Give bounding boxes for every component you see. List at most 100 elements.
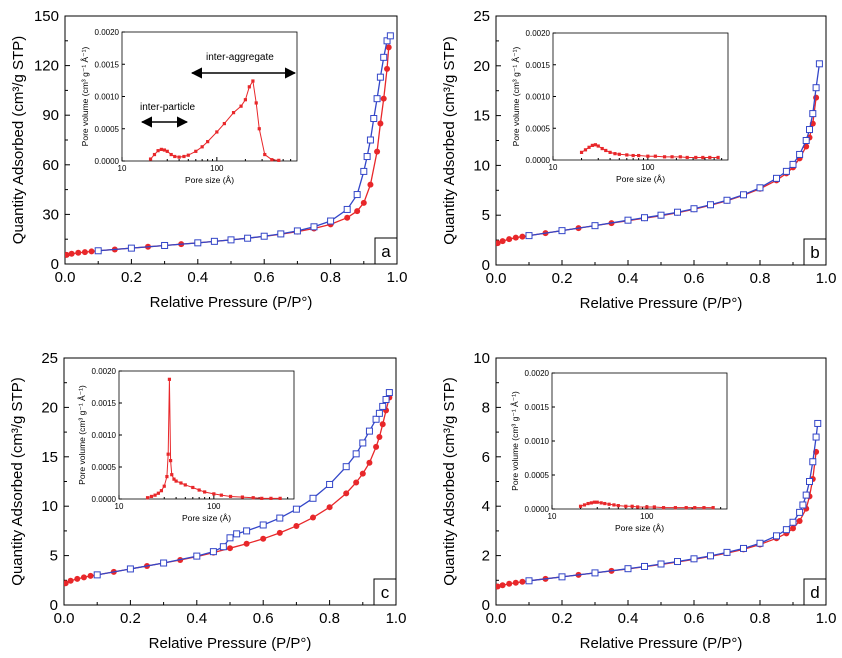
data-point-desorption — [386, 32, 394, 40]
inset-data-point — [693, 506, 697, 510]
data-point-adsorption — [519, 233, 526, 240]
inset-data-point — [593, 143, 598, 147]
inset-data-point — [228, 494, 233, 499]
x-axis-title: Relative Pressure (P/P°) — [150, 294, 313, 311]
inset-y-tick-label: 0.0020 — [92, 367, 117, 376]
data-point-adsorption — [377, 120, 384, 127]
data-point-desorption — [372, 415, 380, 423]
x-tick-label: 0.2 — [552, 610, 573, 627]
inset-data-point — [702, 506, 706, 510]
panel-label-box — [373, 578, 397, 606]
inset-data-point — [636, 505, 640, 509]
inset-y-tick-label: 0.0015 — [92, 399, 117, 408]
data-point-adsorption — [64, 580, 69, 587]
inset-data-point — [212, 492, 216, 496]
data-point-desorption — [127, 244, 135, 252]
inset-data-point — [200, 145, 204, 149]
inset-data-point — [240, 495, 244, 499]
inset-data-point — [149, 494, 154, 499]
x-tick-label: 1.0 — [816, 610, 837, 627]
inset-data-point — [625, 153, 629, 157]
data-point-desorption — [690, 555, 698, 563]
inset-data-point — [645, 505, 649, 509]
inset-data-point — [684, 506, 688, 510]
inset-data-point — [231, 111, 236, 115]
data-point-desorption — [233, 530, 241, 538]
data-point-desorption — [641, 214, 648, 222]
data-point-adsorption — [374, 148, 381, 155]
data-point-adsorption — [353, 479, 360, 486]
data-point-desorption — [370, 115, 378, 123]
inset-data-point — [631, 153, 635, 158]
y-tick-label: 120 — [34, 58, 59, 75]
x-tick-label: 0.2 — [121, 269, 142, 286]
series-desorption — [525, 60, 823, 240]
inset-data-point — [177, 155, 181, 159]
inset-data-point — [646, 154, 650, 158]
inset-frame — [552, 32, 729, 161]
inset-y-tick-label: 0.0010 — [526, 93, 551, 102]
inset-x-tick-label: 10 — [548, 512, 557, 521]
inset-data-point — [582, 503, 587, 507]
x-tick-label: 0.4 — [618, 270, 639, 287]
inset-data-point — [172, 477, 176, 481]
data-point-adsorption — [359, 470, 366, 477]
inset-data-point — [148, 157, 153, 161]
inset-data-point — [716, 155, 720, 160]
data-point-desorption — [243, 527, 251, 535]
inset-data-point — [701, 155, 705, 160]
series-desorption — [94, 32, 394, 255]
x-tick-label: 0.2 — [552, 270, 573, 287]
inset-data-point — [197, 488, 201, 492]
inset-data-point — [579, 150, 584, 154]
inset-data-point — [604, 148, 608, 153]
inset-data-point — [152, 152, 157, 157]
data-point-desorption — [210, 237, 218, 245]
data-point-desorption — [802, 491, 810, 499]
inset-data-point — [630, 504, 634, 508]
inset-c: 0.0000 0.0005 0.0010 0.0015 0.0020 10 100 Pore … — [77, 367, 295, 523]
data-point-desorption — [809, 110, 817, 118]
inset-x-tick-label: 10 — [118, 164, 127, 173]
inset-x-axis-title: Pore size (Å) — [615, 523, 664, 533]
inset-x-axis-title: Pore size (Å) — [185, 175, 234, 185]
inset-y-axis-title: Pore volume (cm³ g⁻¹ Å⁻¹) — [510, 391, 520, 491]
data-point-adsorption — [80, 574, 87, 581]
series-desorption — [93, 389, 393, 579]
data-point-adsorption — [380, 95, 387, 102]
panel-label: b — [810, 243, 819, 262]
data-point-desorption — [802, 137, 810, 144]
data-point-adsorption — [379, 421, 386, 428]
inset-data-point — [203, 490, 207, 494]
inset-y-axis-title: Pore volume (cm³ g⁻¹ Å⁻¹) — [80, 47, 90, 147]
inset-data-point — [254, 101, 258, 105]
x-tick-label: 0.0 — [55, 269, 76, 286]
data-point-adsorption — [506, 580, 513, 587]
inset-y-tick-label: 0.0010 — [525, 437, 550, 446]
x-axis-title: Relative Pressure (P/P°) — [149, 635, 312, 652]
data-point-desorption — [382, 395, 390, 403]
inset-data-point — [251, 79, 255, 83]
data-point-desorption — [352, 450, 360, 458]
panel-label: c — [381, 583, 390, 602]
inset-data-point — [596, 144, 600, 148]
data-point-desorption — [756, 184, 764, 192]
data-point-desorption — [657, 211, 665, 219]
data-point-desorption — [343, 205, 351, 213]
x-axis-title: Relative Pressure (P/P°) — [580, 635, 743, 652]
y-tick-label: 25 — [473, 8, 490, 25]
data-point-desorption — [94, 247, 102, 255]
y-tick-label: 0 — [50, 597, 58, 614]
y-tick-label: 10 — [473, 157, 490, 174]
y-tick-label: 8 — [482, 399, 490, 416]
data-point-desorption — [815, 60, 823, 68]
inset-y-tick-label: 0.0015 — [95, 60, 120, 69]
data-point-adsorption — [512, 579, 519, 586]
y-tick-label: 5 — [50, 548, 58, 565]
data-point-adsorption — [496, 240, 501, 247]
x-axis-title: Relative Pressure (P/P°) — [580, 295, 743, 312]
y-axis-title: Quantity Adsorbed (cm³/g STP) — [441, 377, 458, 585]
x-tick-label: 0.6 — [684, 610, 705, 627]
data-point-desorption — [525, 577, 533, 585]
inset-x-tick-label: 100 — [640, 512, 654, 521]
